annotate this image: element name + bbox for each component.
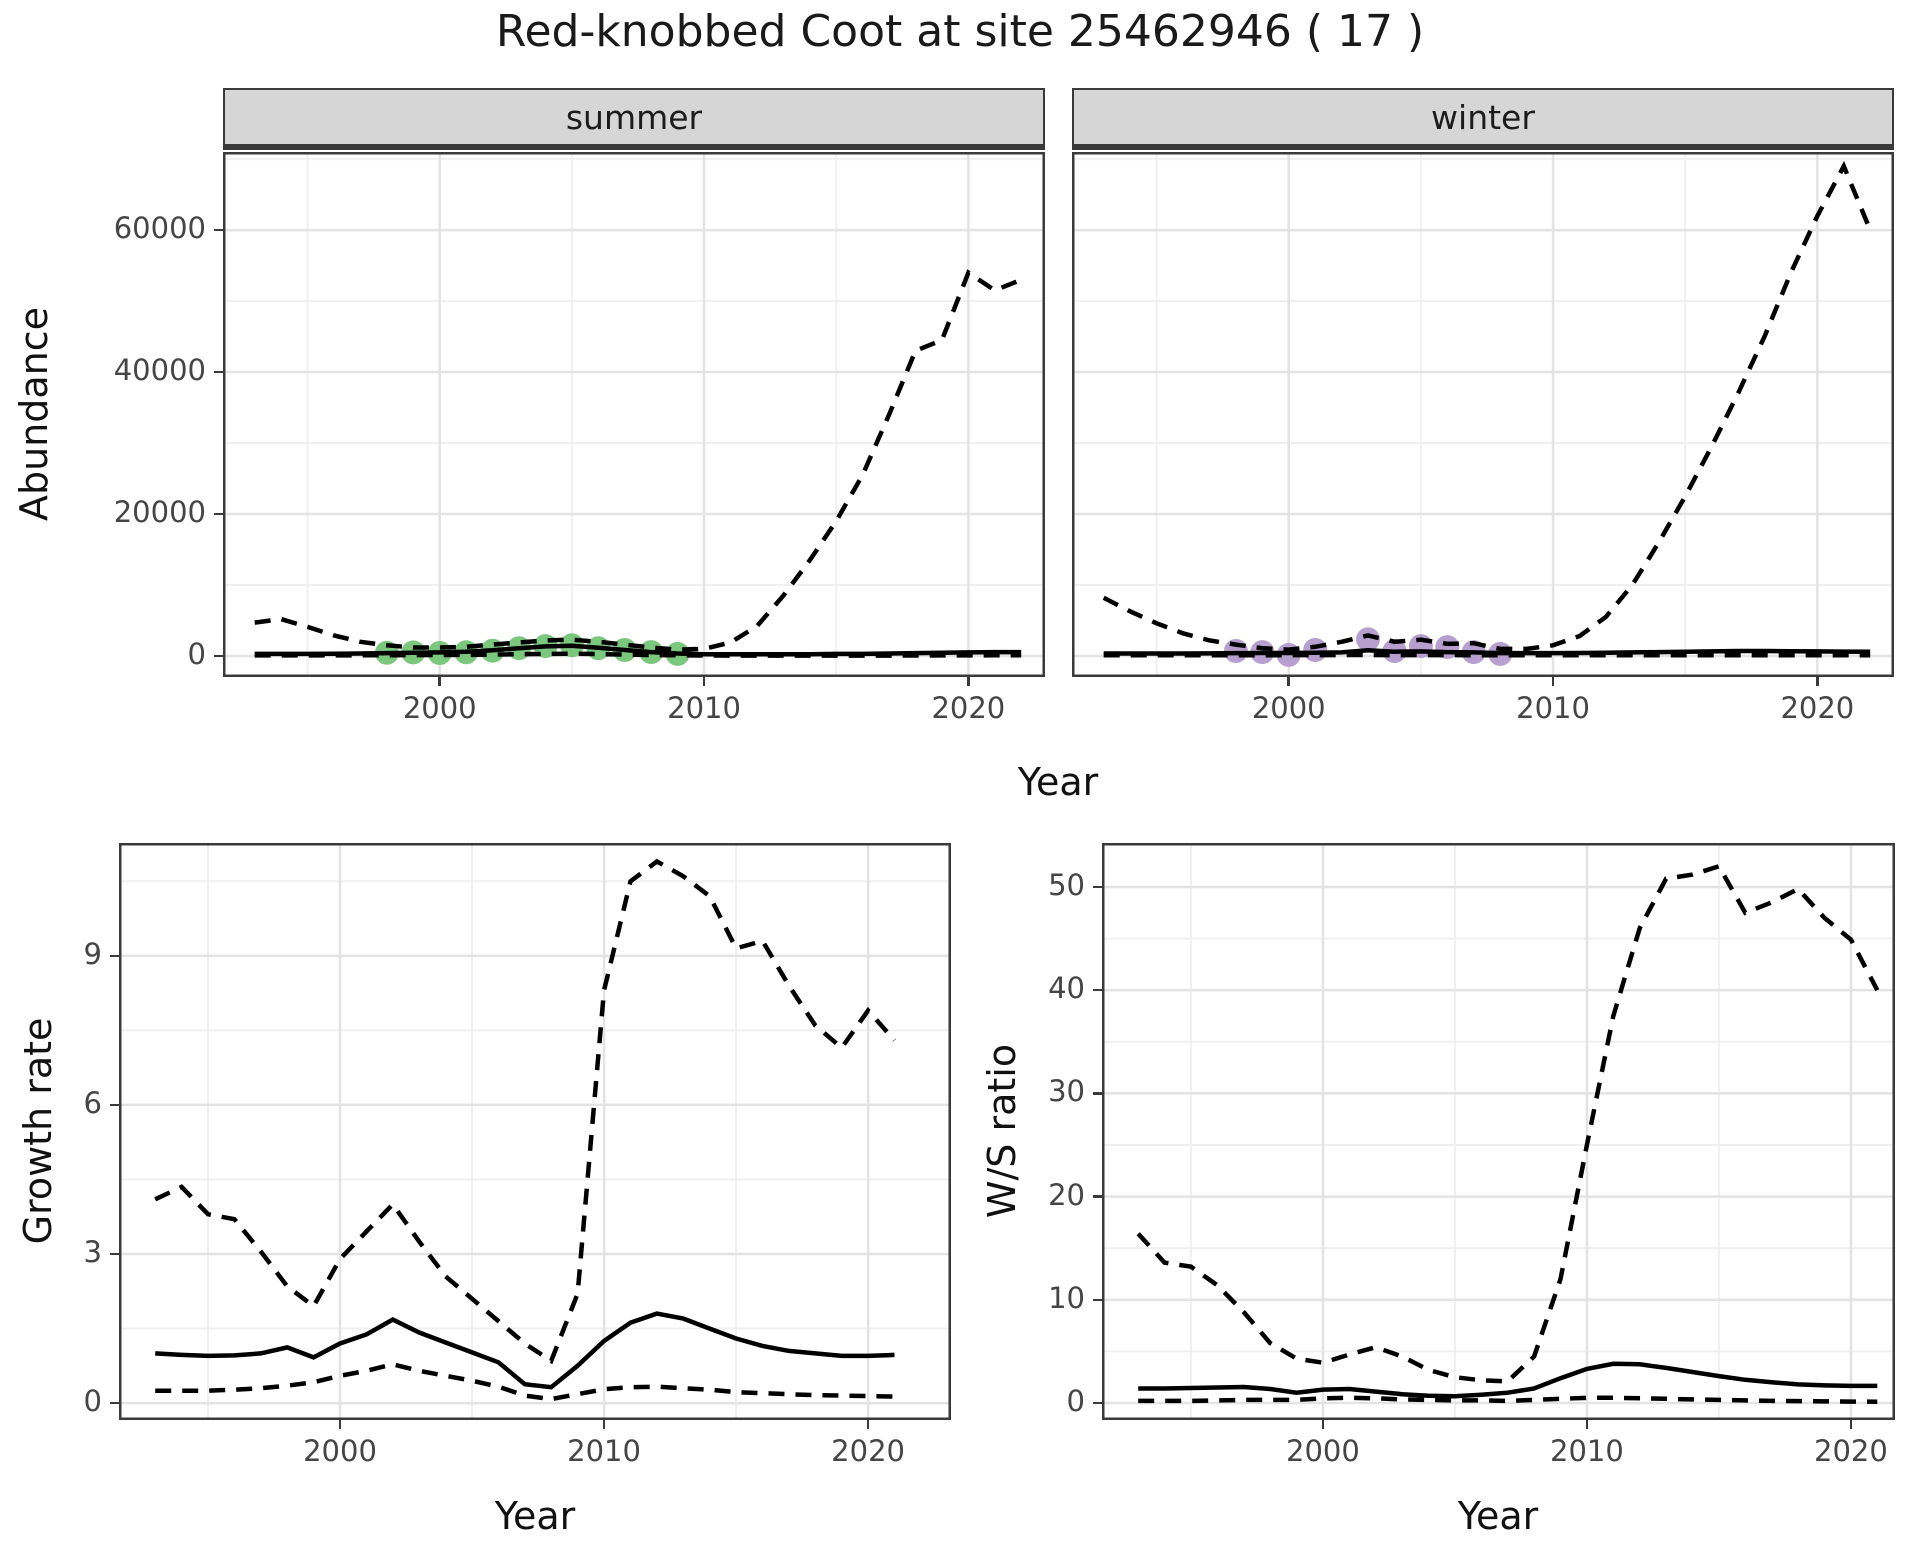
x-tick [602, 1420, 606, 1429]
year-axis-title-ws: Year [1457, 1494, 1539, 1538]
x-tick-label: 2000 [402, 691, 477, 725]
y-tick-label: 9 [83, 936, 102, 971]
chart-title: Red-knobbed Coot at site 25462946 ( 17 ) [495, 6, 1425, 57]
x-tick [1321, 1420, 1325, 1429]
x-tick [967, 677, 970, 686]
x-tick [1816, 677, 1819, 686]
y-tick [1093, 885, 1102, 889]
growth-estimate [155, 1311, 895, 1390]
y-tick-label: 40000 [113, 353, 206, 388]
y-tick [110, 1401, 119, 1405]
y-tick-label: 10 [1048, 1280, 1085, 1315]
x-tick-label: 2020 [831, 1434, 905, 1468]
facet-strip-winter: winter [1072, 88, 1894, 150]
x-tick-label: 2010 [1516, 691, 1590, 725]
x-tick-label: 2020 [1814, 1434, 1888, 1468]
y-tick-label: 0 [1066, 1383, 1085, 1418]
y-tick [110, 1252, 119, 1256]
y-tick [1093, 1298, 1102, 1302]
x-tick [866, 1420, 870, 1429]
x-tick-label: 2000 [1251, 691, 1326, 725]
y-tick-label: 0 [187, 636, 206, 671]
ws-estimate [1138, 1361, 1878, 1399]
x-tick [1849, 1420, 1853, 1429]
abundance-axis-title: Abundance [12, 306, 56, 522]
y-tick-label: 40 [1048, 971, 1085, 1006]
x-tick [438, 677, 441, 686]
abundance-summer-lower-95ci [254, 651, 1022, 658]
y-tick-label: 60000 [113, 211, 206, 246]
y-tick [214, 228, 223, 232]
ws-upper-95ci [1136, 863, 1880, 1384]
y-tick [110, 954, 119, 958]
y-tick [1093, 988, 1102, 992]
abundance-summer-panel [223, 152, 1045, 677]
y-tick [214, 512, 223, 516]
abundance-winter-upper-95ci [1102, 160, 1873, 652]
x-tick [338, 1420, 342, 1429]
x-tick [702, 677, 706, 686]
x-tick-label: 2010 [1550, 1434, 1624, 1468]
year-axis-title-top: Year [1017, 760, 1099, 804]
growth-lower-95ci [155, 1361, 895, 1402]
x-tick-label: 2010 [667, 691, 741, 725]
ws-lower-95ci [1138, 1395, 1878, 1404]
ws-ratio-panel [1102, 843, 1895, 1420]
y-tick [214, 654, 223, 658]
x-tick-label: 2000 [303, 1434, 377, 1468]
x-tick-label: 2020 [1780, 691, 1855, 725]
y-tick [1093, 1092, 1102, 1095]
x-tick-label: 2010 [567, 1434, 641, 1468]
y-tick-label: 3 [83, 1235, 102, 1269]
y-tick [110, 1103, 119, 1107]
x-tick [1585, 1420, 1589, 1429]
x-tick [1551, 677, 1555, 686]
year-axis-title-growth: Year [494, 1494, 576, 1538]
y-tick [1093, 1195, 1102, 1198]
y-tick [1093, 1401, 1102, 1405]
x-tick-label: 2000 [1286, 1434, 1360, 1468]
facet-strip-summer: summer [223, 88, 1045, 150]
x-tick-label: 2020 [931, 691, 1006, 725]
y-tick-label: 0 [83, 1384, 102, 1419]
abundance-summer-estimate [254, 643, 1022, 657]
abundance-summer-upper-95ci [254, 269, 1023, 652]
facet-strip-summer-label: summer [565, 97, 703, 137]
y-tick [214, 370, 223, 374]
y-tick-label: 6 [83, 1085, 102, 1120]
y-tick-label: 50 [1048, 867, 1085, 902]
y-tick-label: 20 [1048, 1177, 1085, 1212]
abundance-winter-panel [1072, 152, 1894, 677]
abundance-winter-estimate [1103, 648, 1871, 656]
growth-upper-95ci [154, 858, 897, 1365]
y-tick-label: 20000 [113, 495, 206, 530]
growth-rate-axis-title: Growth rate [16, 1017, 60, 1245]
y-tick-label: 30 [1048, 1074, 1085, 1109]
facet-strip-winter-label: winter [1431, 97, 1535, 137]
x-tick [1287, 677, 1290, 686]
growth-rate-panel [119, 843, 951, 1420]
